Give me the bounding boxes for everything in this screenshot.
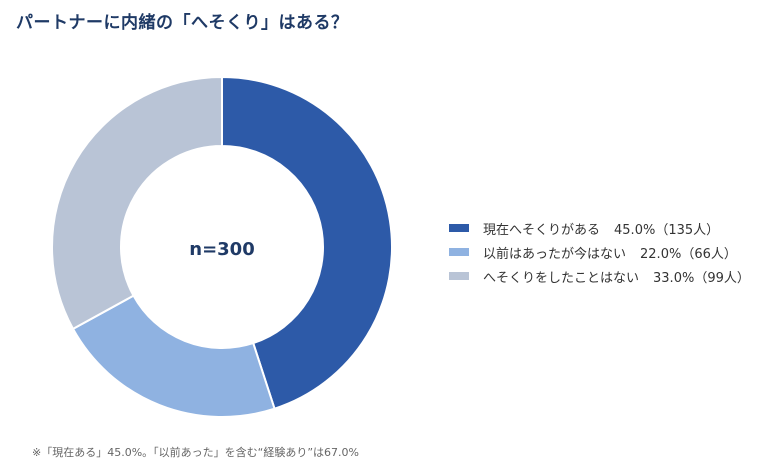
slice-current (221, 75, 394, 410)
legend-swatch (449, 248, 469, 256)
legend-item-current: 現在へそくりがある 45.0%（135人） (449, 216, 750, 240)
center-label: n=300 (189, 239, 254, 260)
footnote: ※「現在ある」45.0%。「以前あった」を含む“経験あり”は67.0% (32, 446, 360, 459)
legend-item-never: へそくりをしたことはない 33.0%（99人） (449, 264, 750, 288)
legend-swatch (449, 224, 469, 232)
legend-value: 45.0%（135人） (614, 222, 720, 238)
slice-never (51, 75, 223, 331)
legend-swatch (449, 272, 469, 280)
legend: 現在へそくりがある 45.0%（135人） 以前はあったが今はない 22.0%（… (449, 216, 750, 288)
legend-value: 22.0%（66人） (640, 246, 737, 262)
legend-item-past: 以前はあったが今はない 22.0%（66人） (449, 240, 750, 264)
chart-title: パートナーに内緒の「へそくり」はある？ (16, 13, 349, 33)
legend-label: へそくりをしたことはない (483, 270, 640, 286)
legend-label: 現在へそくりがある (483, 222, 601, 238)
legend-label: 以前はあったが今はない (483, 246, 627, 262)
donut-slices (51, 75, 394, 418)
slice-past (71, 294, 276, 418)
legend-value: 33.0%（99人） (653, 270, 750, 286)
